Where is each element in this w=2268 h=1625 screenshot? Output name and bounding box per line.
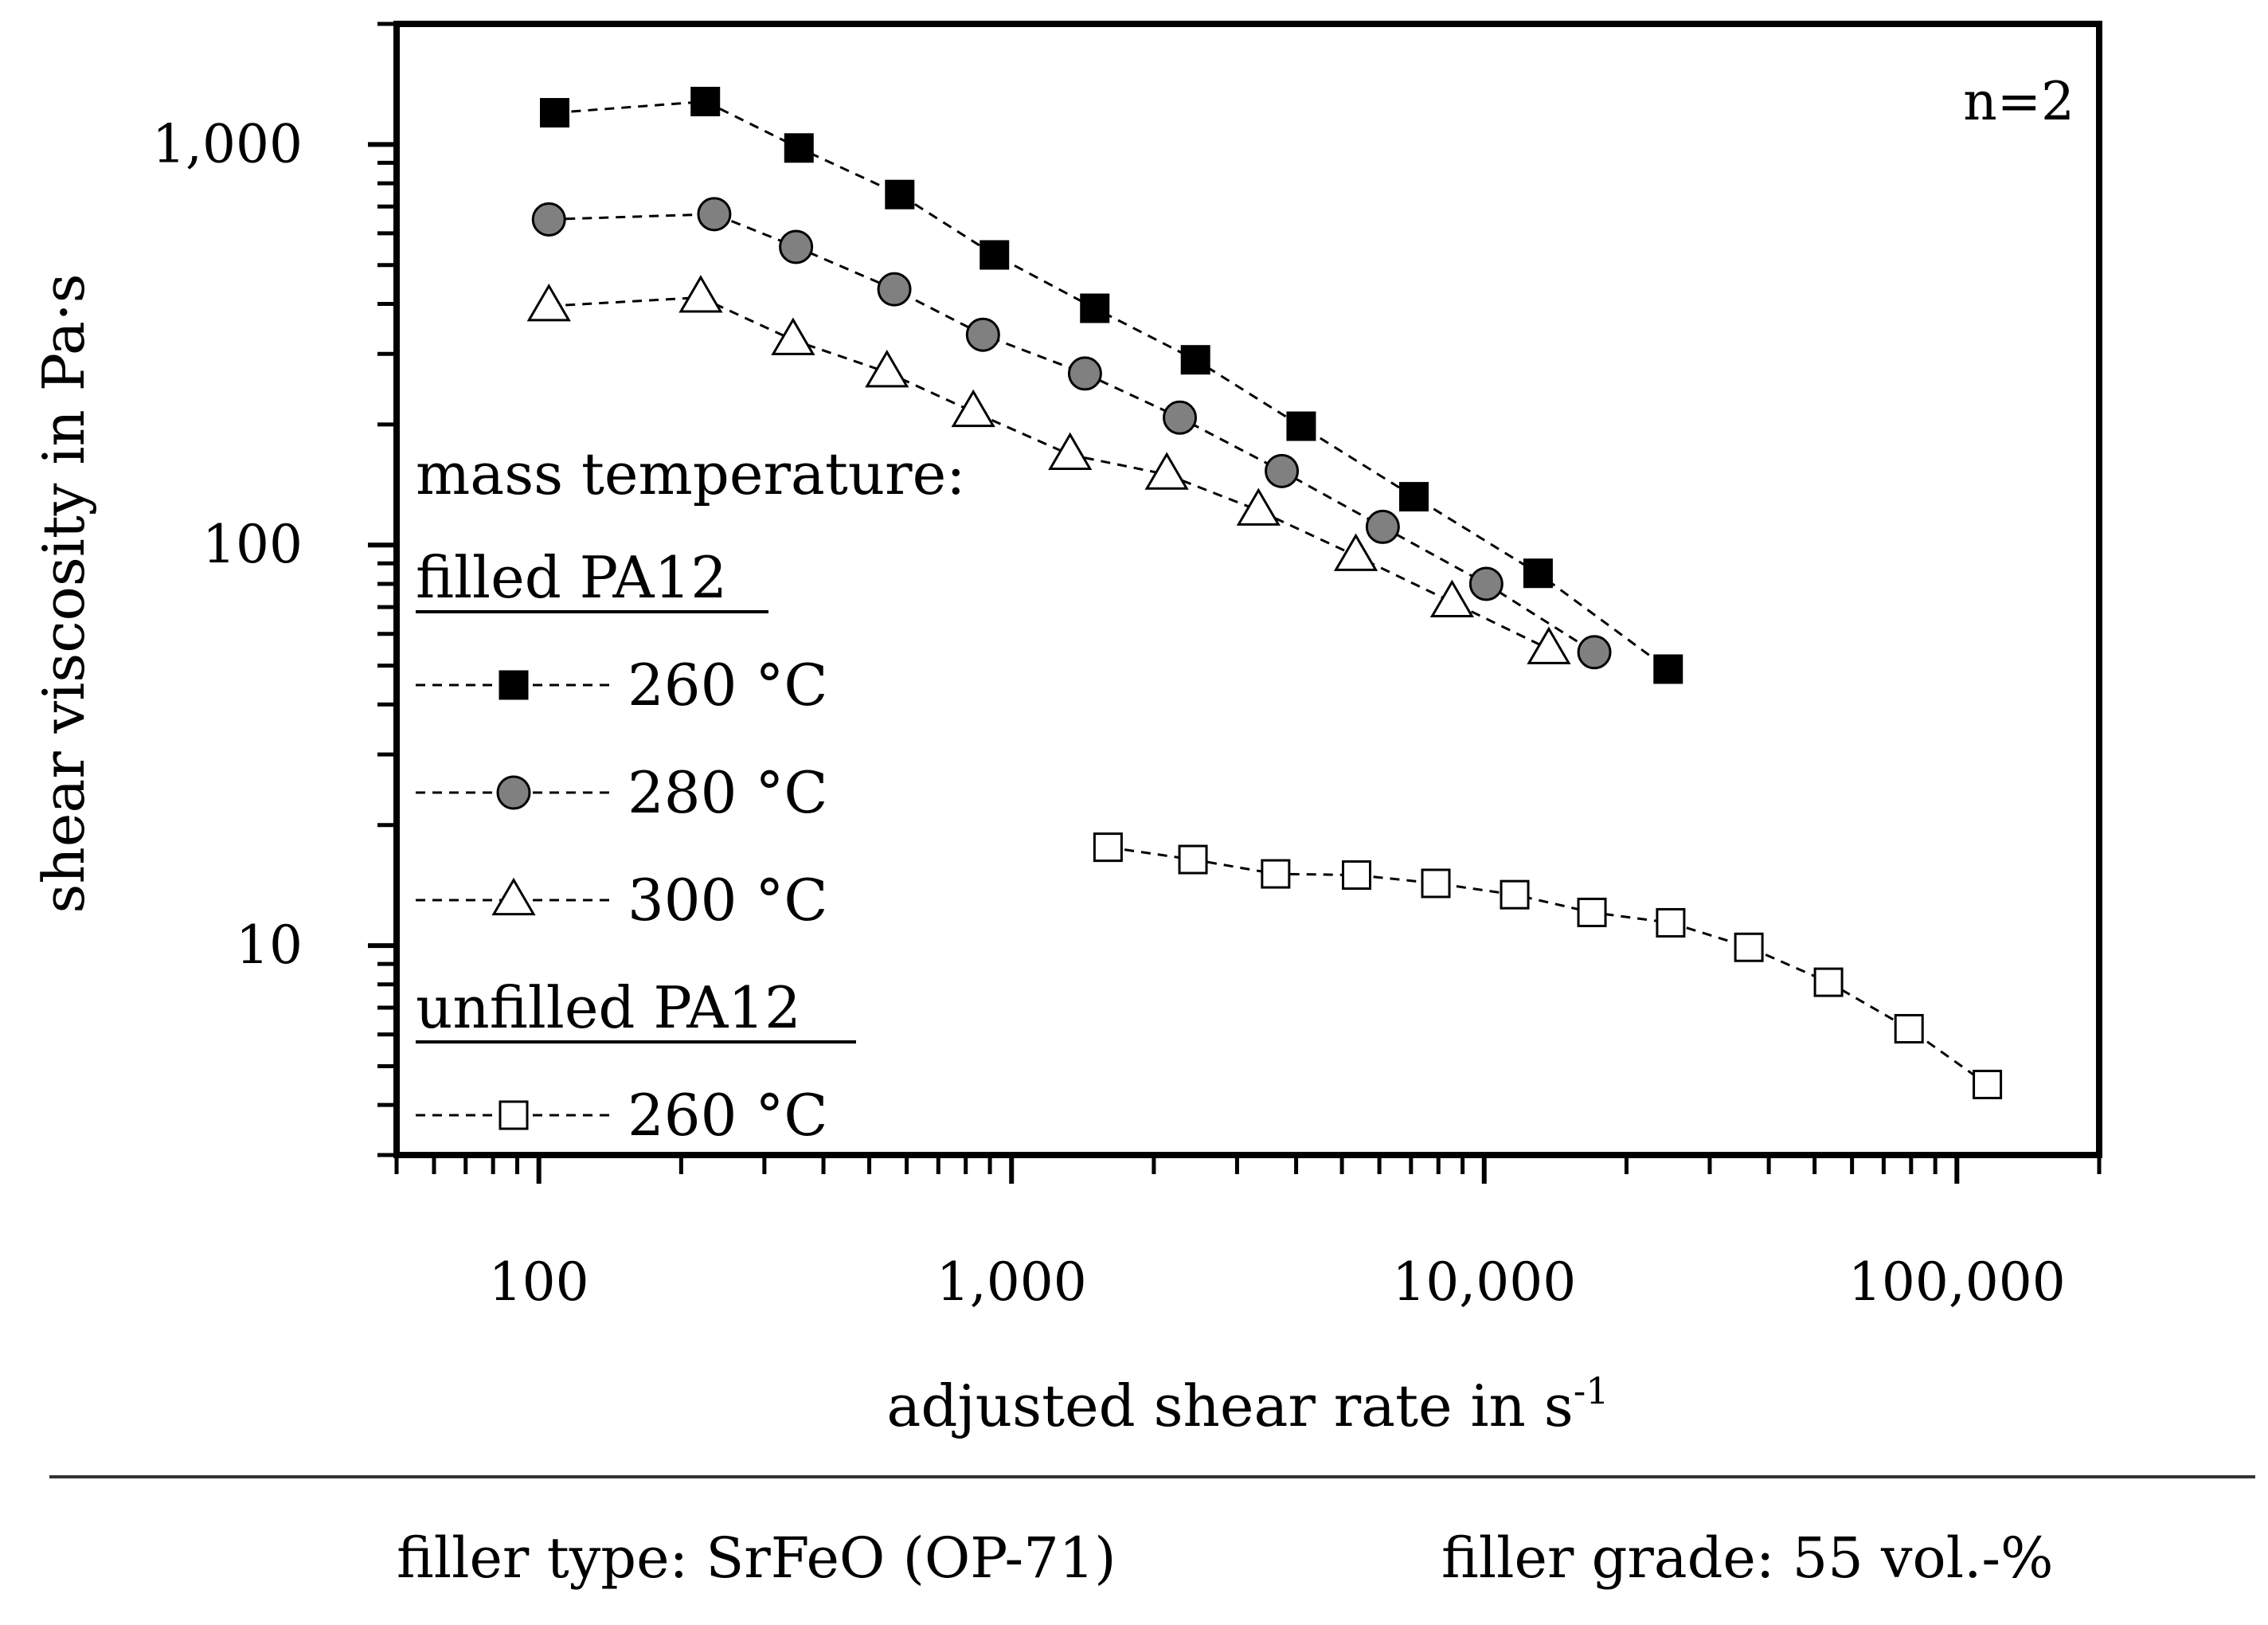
data-point	[1236, 487, 1281, 526]
data-point	[1398, 482, 1429, 512]
data-point	[690, 86, 721, 116]
legend-title: mass temperature:	[416, 441, 965, 507]
legend-marker	[499, 1100, 529, 1130]
data-point	[1067, 356, 1102, 391]
data-point	[771, 317, 815, 355]
data-point	[951, 389, 995, 428]
data-point	[540, 98, 570, 128]
x-tick-label: 10,000	[1392, 1251, 1576, 1313]
data-point	[1656, 907, 1686, 938]
data-point	[784, 133, 814, 163]
legend-entry-filled-280: 280 °C	[628, 759, 827, 826]
data-point	[1734, 932, 1764, 962]
plot-frame	[393, 21, 2102, 1158]
data-point	[1527, 626, 1571, 664]
data-point	[1894, 1013, 1924, 1044]
data-point	[1429, 579, 1475, 618]
series-0	[540, 86, 1683, 684]
series-2	[526, 275, 1571, 664]
data-point	[526, 283, 571, 322]
series-3	[1093, 832, 2003, 1099]
legend: mass temperature: filled PA12 260 °C 280…	[416, 441, 965, 1149]
data-point	[1421, 868, 1451, 899]
data-point	[1813, 967, 1844, 997]
data-point	[865, 350, 909, 388]
data-point	[885, 179, 915, 209]
data-point	[1080, 293, 1110, 323]
ticks-layer: 100 1,000 10,000 100,000 10 100 1,000	[152, 22, 2102, 1313]
data-point	[1577, 897, 1607, 927]
x-axis-title-main: adjusted shear rate in s	[886, 1372, 1573, 1439]
x-tick-label: 100	[489, 1251, 589, 1313]
data-point	[1286, 411, 1316, 441]
sample-count-annotation: n=2	[1963, 71, 2074, 132]
data-point	[1468, 566, 1504, 601]
series-1	[531, 197, 1612, 670]
data-point	[1180, 345, 1210, 375]
x-axis-title: adjusted shear rate in s-1	[886, 1369, 1609, 1439]
series-layer	[526, 86, 2003, 1099]
data-point	[1261, 859, 1291, 889]
data-point	[1144, 452, 1189, 490]
y-tick-label: 1,000	[152, 113, 303, 174]
data-point	[877, 272, 912, 307]
data-point	[1973, 1069, 2003, 1099]
y-axis-title: shear viscosity in Pa·s	[30, 273, 97, 913]
legend-entry-unfilled-260: 260 °C	[628, 1082, 827, 1149]
data-point	[1342, 860, 1372, 891]
x-tick-label: 100,000	[1848, 1251, 2066, 1313]
divider-line	[49, 1475, 2255, 1478]
data-point	[1093, 832, 1123, 863]
legend-entry-filled-260: 260 °C	[628, 652, 827, 719]
data-point	[1178, 844, 1208, 875]
data-point	[531, 202, 566, 237]
data-point	[965, 317, 1000, 352]
data-point	[1048, 432, 1093, 471]
legend-marker	[499, 670, 529, 700]
data-point	[697, 197, 732, 232]
legend-marker	[491, 877, 536, 916]
series-line	[1108, 846, 1988, 1086]
x-tick-label: 1,000	[937, 1251, 1087, 1313]
data-point	[1333, 533, 1378, 571]
data-point	[1500, 879, 1530, 910]
legend-group-unfilled: unfilled PA12	[416, 974, 801, 1041]
data-point	[1265, 453, 1300, 488]
data-point	[980, 240, 1010, 270]
x-axis-title-superscript: -1	[1574, 1369, 1609, 1412]
y-tick-label: 10	[236, 914, 303, 976]
legend-group-filled: filled PA12	[416, 544, 727, 611]
data-point	[1365, 509, 1400, 544]
data-point	[779, 229, 814, 264]
viscosity-chart: 100 1,000 10,000 100,000 10 100 1,000 mass tem…	[30, 21, 2102, 1439]
data-point	[1577, 635, 1612, 670]
legend-marker	[496, 775, 531, 810]
data-point	[1523, 558, 1553, 589]
data-point	[1653, 654, 1683, 684]
data-point	[1163, 400, 1198, 435]
y-tick-label: 100	[202, 514, 303, 575]
filler-grade-label: filler grade: 55 vol.-%	[1441, 1525, 2054, 1591]
legend-entry-filled-300: 300 °C	[628, 867, 827, 934]
filler-type-label: filler type: SrFeO (OP-71)	[397, 1525, 1116, 1591]
data-point	[678, 275, 723, 313]
